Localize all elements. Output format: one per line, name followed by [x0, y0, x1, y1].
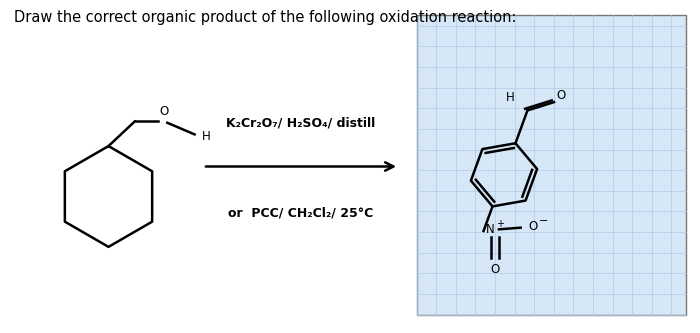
Bar: [416, 15, 686, 315]
Text: O: O: [490, 263, 499, 276]
Text: K₂Cr₂O₇/ H₂SO₄/ distill: K₂Cr₂O₇/ H₂SO₄/ distill: [226, 117, 376, 130]
Text: or  PCC/ CH₂Cl₂/ 25°C: or PCC/ CH₂Cl₂/ 25°C: [228, 206, 374, 220]
Text: −: −: [538, 216, 547, 226]
Text: O: O: [528, 220, 537, 233]
Text: H: H: [505, 91, 514, 104]
Text: +: +: [496, 219, 505, 229]
Text: Draw the correct organic product of the following oxidation reaction:: Draw the correct organic product of the …: [14, 10, 517, 25]
Text: H: H: [202, 130, 211, 143]
Text: O: O: [159, 105, 169, 118]
Text: N: N: [486, 223, 495, 236]
Text: O: O: [556, 89, 566, 102]
